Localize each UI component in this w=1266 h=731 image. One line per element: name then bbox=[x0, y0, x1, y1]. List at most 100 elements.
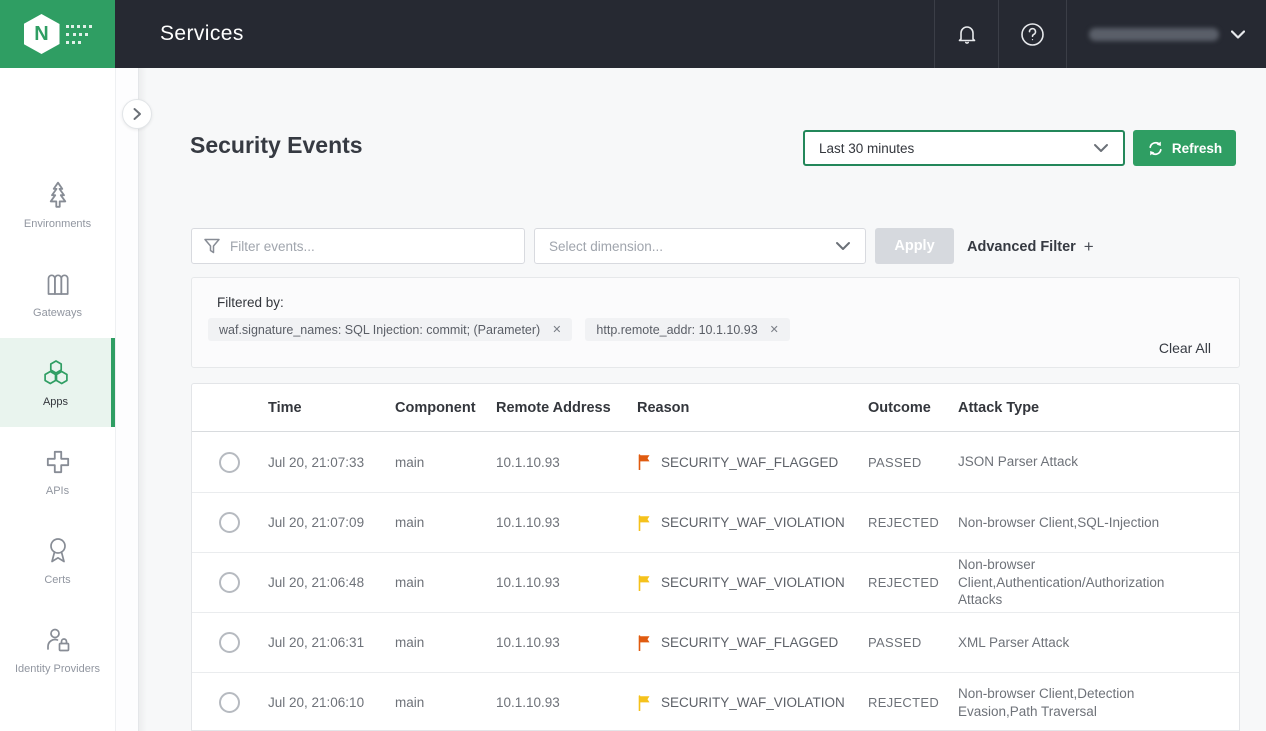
user-name-redacted bbox=[1088, 27, 1219, 41]
table-row[interactable]: Jul 20, 21:07:09 main 10.1.10.93 SECURIT… bbox=[192, 492, 1239, 552]
table-row[interactable]: Jul 20, 21:06:48 main 10.1.10.93 SECURIT… bbox=[192, 552, 1239, 612]
row-radio[interactable] bbox=[219, 632, 240, 653]
sidebar-item-certs[interactable]: Certs bbox=[0, 516, 115, 605]
chip-remove-icon[interactable]: ✕ bbox=[769, 324, 779, 336]
cell-time: Jul 20, 21:06:31 bbox=[268, 635, 365, 650]
flag-icon bbox=[638, 514, 650, 531]
cell-reason: SECURITY_WAF_FLAGGED bbox=[637, 454, 868, 470]
topbar: N Services bbox=[0, 0, 1266, 68]
nginx-logo-menu-toggle[interactable]: N bbox=[0, 0, 115, 68]
cell-attack-type: Non-browser Client,SQL-Injection bbox=[958, 514, 1160, 530]
column-header-reason: Reason bbox=[637, 399, 690, 416]
refresh-icon bbox=[1149, 141, 1162, 155]
cell-reason: SECURITY_WAF_VIOLATION bbox=[637, 514, 868, 531]
cell-outcome: REJECTED bbox=[868, 695, 940, 710]
funnel-icon bbox=[204, 238, 220, 254]
row-radio[interactable] bbox=[219, 692, 240, 713]
flag-icon bbox=[638, 454, 650, 470]
dimension-select[interactable]: Select dimension... bbox=[534, 228, 866, 264]
cell-time: Jul 20, 21:06:48 bbox=[268, 575, 365, 590]
plus-icon: + bbox=[1083, 237, 1094, 256]
row-radio[interactable] bbox=[219, 512, 240, 533]
filter-chip: waf.signature_names: SQL Injection: comm… bbox=[208, 318, 573, 341]
filtered-by-label: Filtered by: bbox=[217, 295, 284, 310]
filter-chip-label: http.remote_addr: 10.1.10.93 bbox=[596, 322, 758, 337]
refresh-button[interactable]: Refresh bbox=[1133, 130, 1236, 166]
tree-icon bbox=[49, 181, 66, 208]
cell-component: main bbox=[395, 635, 425, 650]
dimension-placeholder: Select dimension... bbox=[549, 238, 664, 254]
chevron-right-icon bbox=[133, 108, 141, 120]
security-events-table: Time Component Remote Address Reason Out… bbox=[191, 383, 1240, 731]
flag-icon bbox=[638, 694, 650, 711]
filter-chip: http.remote_addr: 10.1.10.93 ✕ bbox=[585, 318, 790, 341]
filter-chip-label: waf.signature_names: SQL Injection: comm… bbox=[219, 322, 541, 337]
table-body: Jul 20, 21:07:33 main 10.1.10.93 SECURIT… bbox=[192, 432, 1239, 730]
flag-icon bbox=[638, 634, 650, 651]
cell-time: Jul 20, 21:06:10 bbox=[268, 695, 365, 710]
cell-attack-type: Non-browser Client,Authentication/Author… bbox=[958, 557, 1165, 608]
column-header-component: Component bbox=[395, 399, 476, 416]
sidebar-item-gateways[interactable]: Gateways bbox=[0, 249, 115, 338]
clear-all-button[interactable]: Clear All bbox=[1158, 340, 1211, 356]
cell-outcome: PASSED bbox=[868, 454, 922, 470]
notifications-button[interactable] bbox=[934, 0, 998, 68]
cell-attack-type: JSON Parser Attack bbox=[958, 454, 1079, 470]
sidebar-item-label: Certs bbox=[44, 573, 71, 586]
page-title: Security Events bbox=[190, 132, 363, 158]
table-row[interactable]: Jul 20, 21:06:31 main 10.1.10.93 SECURIT… bbox=[192, 612, 1239, 672]
column-header-remote-address: Remote Address bbox=[496, 399, 611, 416]
sidebar-item-label: APIs bbox=[45, 484, 70, 497]
nginx-logo-icon: N bbox=[23, 14, 60, 54]
chevron-down-icon bbox=[1230, 29, 1245, 39]
table-row[interactable]: Jul 20, 21:07:33 main 10.1.10.93 SECURIT… bbox=[192, 432, 1239, 492]
time-range-value: Last 30 minutes bbox=[819, 140, 915, 156]
sidebar-item-label: Apps bbox=[42, 395, 69, 408]
cell-component: main bbox=[395, 575, 425, 590]
help-button[interactable] bbox=[998, 0, 1066, 68]
sidebar: Environments Gateways Apps APIs Certs Id… bbox=[0, 68, 115, 731]
table-header-row: Time Component Remote Address Reason Out… bbox=[192, 384, 1239, 432]
sidebar-item-apis[interactable]: APIs bbox=[0, 427, 115, 516]
row-radio[interactable] bbox=[219, 451, 240, 473]
cell-attack-type: XML Parser Attack bbox=[958, 634, 1070, 650]
cell-outcome: REJECTED bbox=[868, 575, 940, 590]
plus-icon bbox=[46, 450, 69, 473]
user-menu[interactable] bbox=[1066, 0, 1266, 68]
cell-component: main bbox=[395, 454, 425, 470]
chip-remove-icon[interactable]: ✕ bbox=[552, 324, 562, 336]
advanced-filter-link[interactable]: Advanced Filter + bbox=[967, 237, 1094, 256]
sidebar-item-environments[interactable]: Environments bbox=[0, 160, 115, 249]
filter-chips: waf.signature_names: SQL Injection: comm… bbox=[208, 318, 790, 341]
user-lock-icon bbox=[46, 628, 69, 651]
cell-component: main bbox=[395, 515, 425, 530]
column-header-time: Time bbox=[268, 399, 302, 416]
chevron-down-icon bbox=[836, 242, 850, 250]
flag-icon bbox=[638, 574, 650, 591]
chevron-down-icon bbox=[1094, 144, 1108, 152]
cell-reason: SECURITY_WAF_VIOLATION bbox=[637, 694, 868, 711]
cell-remote-address: 10.1.10.93 bbox=[496, 695, 560, 710]
sidebar-item-apps[interactable]: Apps bbox=[0, 338, 115, 427]
cell-reason: SECURITY_WAF_FLAGGED bbox=[637, 634, 868, 651]
column-header-outcome: Outcome bbox=[868, 399, 931, 416]
cell-outcome: REJECTED bbox=[868, 515, 940, 530]
cell-component: main bbox=[395, 695, 425, 710]
sidebar-item-identity-providers[interactable]: Identity Providers bbox=[0, 605, 115, 694]
cell-attack-type: Non-browser Client,Detection Evasion,Pat… bbox=[958, 685, 1135, 719]
time-range-select[interactable]: Last 30 minutes bbox=[803, 130, 1125, 166]
row-radio[interactable] bbox=[219, 572, 240, 593]
sidebar-rail bbox=[115, 68, 139, 731]
sidebar-item-label: Environments bbox=[23, 217, 92, 230]
hexagons-icon bbox=[43, 359, 68, 384]
bell-icon bbox=[958, 26, 975, 44]
apply-button[interactable]: Apply bbox=[875, 228, 954, 264]
cell-time: Jul 20, 21:07:33 bbox=[268, 454, 365, 470]
fence-icon bbox=[47, 274, 69, 295]
ribbon-icon bbox=[49, 537, 66, 562]
table-row[interactable]: Jul 20, 21:06:10 main 10.1.10.93 SECURIT… bbox=[192, 672, 1239, 730]
cell-outcome: PASSED bbox=[868, 635, 922, 650]
filter-events-input[interactable] bbox=[230, 238, 513, 254]
sidebar-collapse-button[interactable] bbox=[122, 99, 152, 129]
cell-remote-address: 10.1.10.93 bbox=[496, 515, 560, 530]
